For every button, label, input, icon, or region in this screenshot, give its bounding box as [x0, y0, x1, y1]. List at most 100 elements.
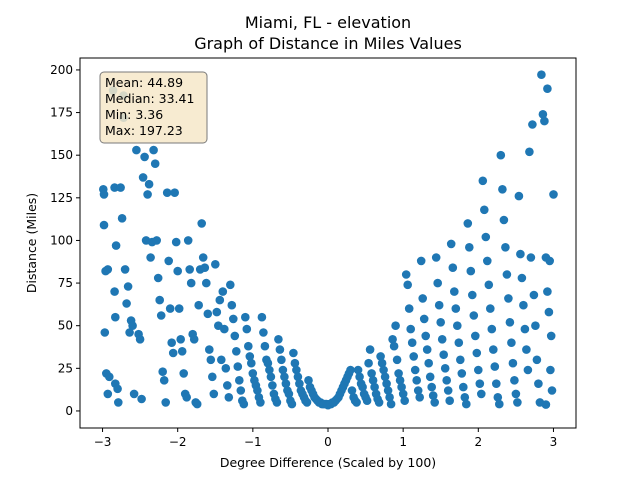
- data-point: [456, 355, 465, 365]
- stats-box: Mean: 44.89 Median: 33.41 Min: 3.36 Max:…: [99, 71, 208, 144]
- y-tick-label: 200: [50, 63, 73, 77]
- data-point: [514, 191, 524, 201]
- data-point: [164, 256, 173, 266]
- data-point: [472, 348, 482, 358]
- data-point: [495, 399, 504, 409]
- data-point: [125, 328, 134, 337]
- data-point: [480, 205, 489, 215]
- data-point: [412, 376, 422, 385]
- stats-min: Min: 3.36: [105, 107, 163, 122]
- data-point: [230, 331, 240, 341]
- data-point: [168, 348, 178, 358]
- data-point: [256, 398, 265, 407]
- data-point: [415, 393, 425, 402]
- data-point: [99, 190, 109, 199]
- chart-subtitle: Graph of Distance in Miles Values: [194, 34, 462, 53]
- x-tick-label: −3: [94, 435, 112, 449]
- data-point: [404, 304, 414, 313]
- data-point: [489, 345, 498, 354]
- data-point: [364, 358, 373, 368]
- data-point: [534, 379, 543, 389]
- data-point: [111, 312, 120, 322]
- data-point: [202, 278, 211, 288]
- data-point: [137, 394, 146, 404]
- data-point: [507, 338, 516, 348]
- data-point: [290, 358, 300, 368]
- data-point: [407, 338, 417, 348]
- data-point: [206, 355, 216, 365]
- data-point: [386, 399, 396, 409]
- data-point: [122, 299, 131, 308]
- data-point: [508, 358, 518, 368]
- data-point: [146, 253, 155, 262]
- data-point: [120, 265, 130, 274]
- data-point: [517, 273, 527, 283]
- y-tick-label: 175: [50, 106, 73, 120]
- data-point: [198, 253, 208, 262]
- data-point: [280, 372, 289, 382]
- data-point: [304, 376, 313, 385]
- data-point: [153, 273, 163, 283]
- data-point: [346, 365, 355, 375]
- x-axis-ticks: −3 −2 −1 0 1 2 3: [94, 428, 557, 449]
- data-point: [398, 389, 408, 399]
- data-point: [365, 345, 375, 354]
- data-point: [183, 236, 193, 245]
- stats-box-background: [99, 71, 208, 144]
- data-point: [99, 220, 109, 230]
- data-point: [505, 318, 515, 327]
- data-point: [419, 314, 429, 324]
- x-tick-label: 2: [474, 435, 482, 449]
- data-point: [546, 331, 556, 341]
- data-point: [401, 270, 411, 279]
- data-point: [516, 249, 525, 259]
- data-point: [442, 376, 452, 385]
- data-point: [167, 338, 176, 348]
- data-point: [388, 335, 397, 344]
- data-point: [135, 335, 145, 344]
- data-point: [538, 110, 548, 119]
- data-point: [499, 215, 509, 225]
- data-point: [245, 352, 255, 361]
- data-point: [427, 382, 437, 392]
- data-point: [278, 365, 288, 375]
- data-point: [484, 280, 494, 290]
- data-point: [263, 358, 273, 368]
- data-point: [487, 324, 497, 334]
- data-point: [162, 188, 172, 197]
- data-point: [242, 324, 252, 334]
- data-point: [171, 237, 181, 247]
- stats-max: Max: 197.23: [105, 123, 183, 138]
- y-tick-label: 25: [58, 361, 73, 375]
- data-point: [105, 372, 114, 382]
- data-point: [103, 265, 113, 274]
- data-point: [182, 393, 191, 402]
- data-point: [260, 341, 270, 351]
- data-point: [532, 355, 542, 365]
- data-point: [496, 150, 506, 160]
- data-point: [504, 294, 513, 303]
- data-point: [425, 372, 435, 382]
- data-point: [540, 116, 549, 126]
- data-point: [459, 382, 468, 392]
- x-tick-label: 1: [399, 435, 407, 449]
- data-point: [116, 183, 125, 192]
- y-tick-label: 50: [58, 319, 73, 333]
- data-point: [379, 365, 388, 375]
- data-point: [529, 290, 539, 300]
- data-point: [547, 386, 557, 395]
- data-point: [446, 239, 456, 249]
- data-point: [537, 70, 546, 79]
- data-point: [443, 386, 453, 395]
- data-point: [392, 355, 402, 365]
- x-axis-label: Degree Difference (Scaled by 100): [220, 455, 436, 470]
- data-point: [275, 345, 285, 354]
- data-point: [265, 365, 274, 375]
- data-point: [289, 348, 298, 358]
- data-point: [170, 188, 179, 197]
- data-point: [185, 265, 194, 274]
- data-point: [451, 304, 461, 313]
- data-point: [486, 304, 495, 313]
- data-point: [149, 145, 158, 155]
- data-point: [150, 159, 160, 168]
